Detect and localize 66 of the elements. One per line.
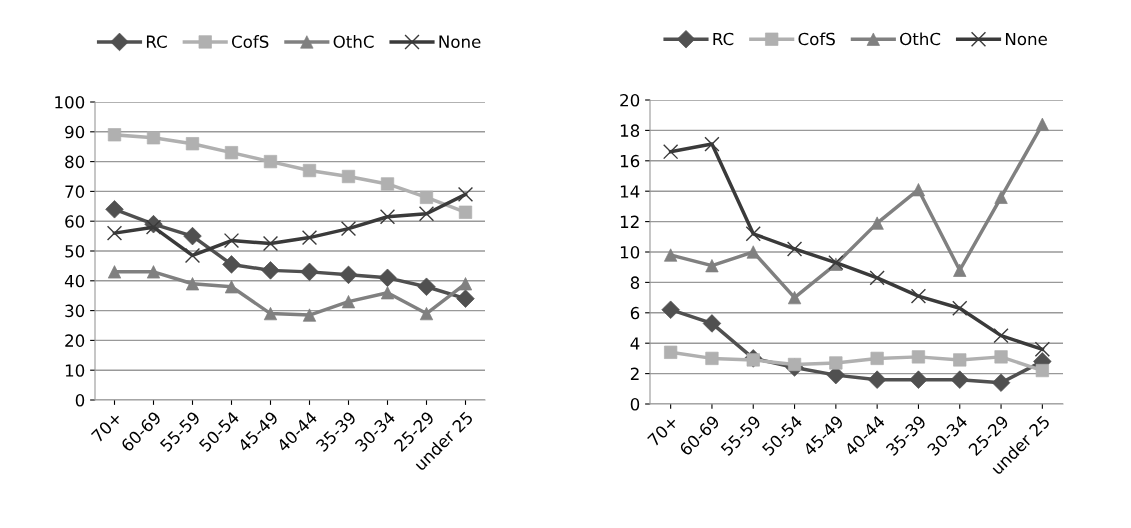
y-tick-label: 20	[620, 93, 640, 107]
point	[745, 226, 761, 242]
y-tick-label: 8	[630, 276, 640, 289]
point	[991, 373, 1011, 392]
y-tick-label: 2	[630, 367, 639, 380]
point	[458, 205, 473, 219]
point	[263, 155, 278, 169]
point	[262, 235, 279, 252]
point	[787, 291, 802, 305]
y-tick-label: 70	[65, 185, 85, 198]
point	[146, 131, 161, 145]
y-tick-label: 90	[65, 125, 85, 139]
point	[380, 177, 395, 191]
point	[106, 225, 123, 241]
point	[870, 351, 884, 365]
point	[663, 144, 679, 160]
y-tick-label: 6	[630, 306, 640, 320]
legend-label: OthC	[333, 35, 374, 49]
point	[223, 232, 240, 249]
y-tick-label: 80	[65, 155, 85, 169]
legend-label: CofS	[798, 32, 835, 46]
point	[380, 286, 395, 300]
y-tick-label: 12	[620, 215, 639, 228]
legend-label: RC	[713, 32, 734, 46]
y-tick-label: 40	[64, 274, 85, 288]
y-tick-label: 60	[65, 215, 85, 228]
point	[910, 288, 927, 304]
point	[341, 169, 356, 184]
point	[340, 221, 357, 237]
point	[1034, 341, 1050, 357]
y-tick-label: 10	[620, 245, 640, 259]
legend-label: OthC	[900, 32, 941, 46]
x-tick-label: 70+	[646, 415, 679, 447]
point	[105, 200, 124, 219]
point	[869, 270, 885, 286]
point	[867, 370, 887, 389]
legend-label: None	[1005, 32, 1047, 46]
point	[1035, 363, 1049, 378]
legend-label: None	[439, 35, 481, 49]
point	[456, 289, 475, 308]
point	[952, 300, 968, 316]
legend-label: CofS	[231, 35, 269, 49]
y-tick-label: 50	[65, 244, 85, 258]
y-tick-label: 4	[630, 337, 640, 350]
y-tick-label: 100	[55, 95, 85, 109]
y-tick-label: 30	[65, 304, 85, 318]
y-tick-label: 0	[630, 397, 640, 411]
point	[993, 327, 1009, 344]
x-tick-label: 70+	[90, 411, 123, 443]
legend-label: RC	[146, 35, 167, 49]
point	[379, 209, 396, 225]
point	[457, 186, 474, 203]
y-tick-label: 20	[65, 334, 85, 347]
point	[911, 350, 926, 364]
point	[786, 241, 803, 257]
y-tick-label: 14	[620, 185, 640, 198]
point	[418, 206, 435, 222]
y-tick-label: 16	[620, 154, 640, 168]
y-tick-label: 10	[65, 364, 85, 377]
y-tick-label: 18	[620, 124, 640, 137]
point	[184, 247, 201, 264]
y-tick-label: 0	[75, 393, 85, 407]
point	[787, 357, 802, 372]
point	[301, 229, 318, 246]
point	[183, 226, 202, 246]
point	[704, 136, 720, 152]
